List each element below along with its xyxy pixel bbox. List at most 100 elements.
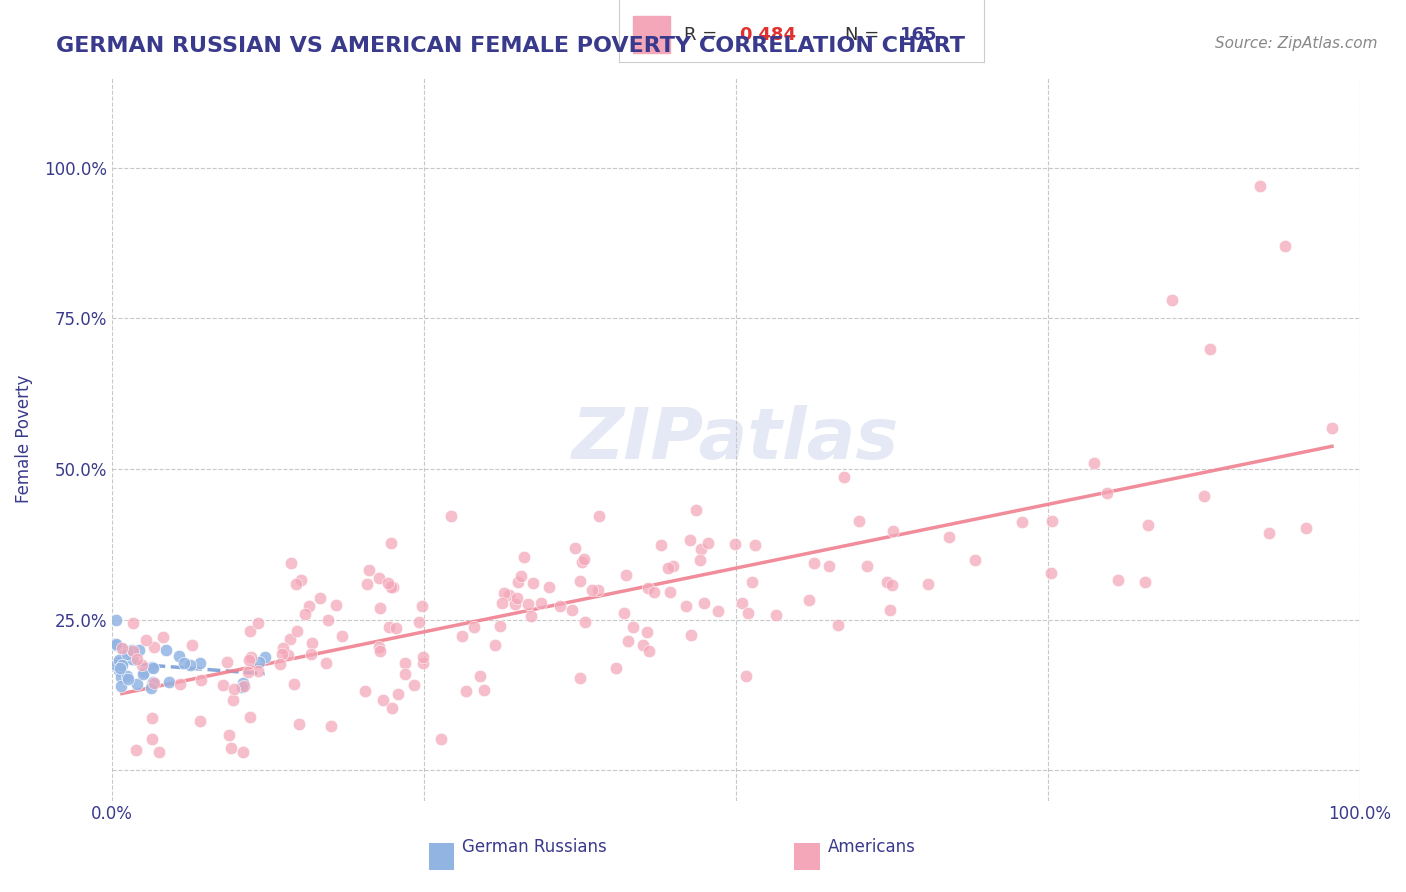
Point [142,675,165,690]
Point [356,577,378,591]
Point [380,580,402,594]
Point [880,578,903,592]
Point [128,643,150,657]
Point [516,597,538,611]
Point [104,637,127,651]
Point [239,710,262,724]
Text: 0.484: 0.484 [740,26,796,44]
Point [380,536,402,550]
Point [247,664,270,678]
Point [110,670,132,684]
Point [316,613,339,627]
Point [141,711,163,725]
Point [707,604,730,618]
Point [412,650,434,665]
Point [108,655,131,669]
Point [876,574,898,589]
Point [284,576,307,591]
Point [685,503,707,517]
Point [797,593,820,607]
Point [1083,456,1105,470]
Point [354,684,377,698]
Point [454,684,477,698]
Point [765,608,787,623]
Point [659,585,682,599]
Point [1249,178,1271,193]
Point [238,653,260,667]
Point [856,558,879,573]
Point [1192,489,1215,503]
Point [489,619,512,633]
Point [319,719,342,733]
Point [253,650,276,665]
Point [299,647,322,661]
Point [513,550,536,565]
Point [107,653,129,667]
Point [832,470,855,484]
Point [1107,573,1129,587]
Point [188,657,211,671]
Point [239,624,262,638]
Point [280,556,302,570]
Point [221,741,243,756]
Point [564,541,586,555]
Point [510,568,533,582]
Point [724,537,747,551]
Point [520,609,543,624]
Point [148,746,170,760]
Point [588,508,610,523]
Point [385,622,408,636]
Point [381,701,404,715]
Point [141,660,163,674]
Point [735,669,758,683]
Point [218,728,240,742]
Point [104,638,127,652]
Point [155,642,177,657]
Point [394,667,416,681]
Point [309,591,332,605]
Point [690,541,713,556]
Point [412,656,434,670]
Point [613,606,636,620]
Point [285,624,308,638]
Point [494,586,516,600]
Point [387,687,409,701]
Point [142,640,165,654]
Point [588,582,610,597]
Text: ZIPatlas: ZIPatlas [572,405,900,474]
Point [1274,239,1296,253]
Point [179,658,201,673]
Point [1095,485,1118,500]
Point [394,656,416,670]
Point [681,628,703,642]
Point [142,661,165,675]
Point [236,665,259,679]
Point [135,632,157,647]
Point [650,538,672,552]
Point [283,677,305,691]
Point [359,563,381,577]
Point [117,644,139,658]
Point [330,629,353,643]
Point [131,657,153,672]
Text: GERMAN RUSSIAN VS AMERICAN FEMALE POVERTY CORRELATION CHART: GERMAN RUSSIAN VS AMERICAN FEMALE POVERT… [56,36,966,55]
Point [378,620,401,634]
Point [294,607,316,621]
Point [617,634,640,648]
Point [472,683,495,698]
Point [1198,342,1220,356]
Point [506,591,529,605]
Point [111,642,134,657]
Point [662,559,685,574]
Point [122,644,145,658]
Point [503,597,526,611]
Point [115,647,138,661]
Point [818,558,841,573]
Point [803,556,825,570]
Point [737,606,759,620]
Point [1161,293,1184,308]
Point [315,656,337,670]
Point [491,596,513,610]
Point [222,693,245,707]
Point [463,620,485,634]
